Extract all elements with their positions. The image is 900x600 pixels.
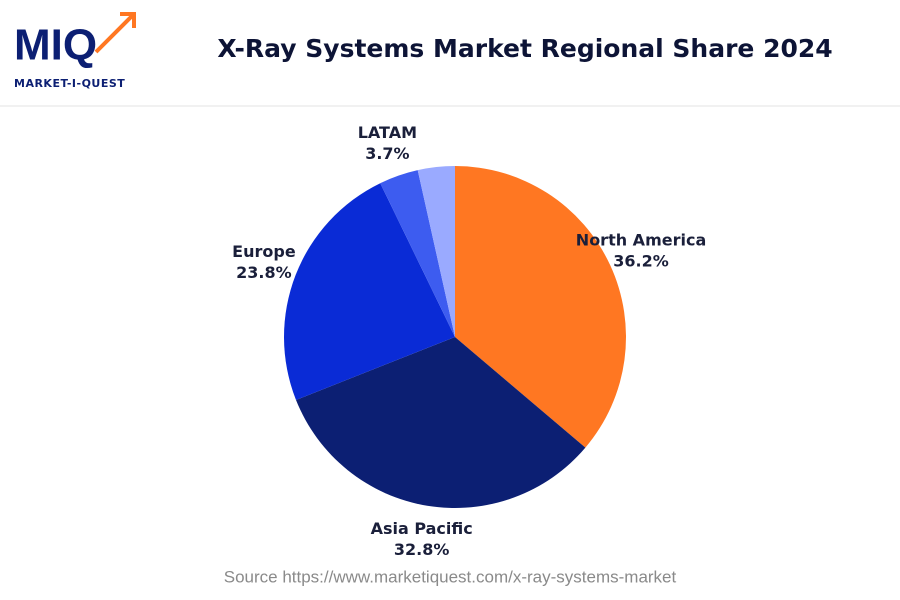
slice-value: 36.2% — [613, 251, 669, 270]
slice-value: 23.8% — [236, 263, 292, 282]
slice-value: 3.7% — [365, 144, 409, 163]
pie-slice — [455, 166, 627, 448]
slice-label: Europe — [232, 242, 296, 261]
slice-label: LATAM — [358, 123, 417, 142]
chart-title: X-Ray Systems Market Regional Share 2024 — [217, 34, 832, 63]
pie-slice — [380, 170, 455, 337]
pie-slice — [283, 183, 455, 400]
pie-slice — [296, 337, 586, 509]
source: Source https://www.marketiquest.com/x-ra… — [224, 567, 677, 586]
slice-label: Asia Pacific — [371, 519, 473, 538]
slice-value: 32.8% — [394, 540, 450, 559]
pie-slice — [417, 166, 455, 337]
logo-arrow — [94, 12, 136, 54]
slice-label: North America — [576, 230, 706, 249]
logo-mark: MIQ — [14, 21, 97, 70]
logo-name: MARKET-I-QUEST — [14, 77, 125, 90]
